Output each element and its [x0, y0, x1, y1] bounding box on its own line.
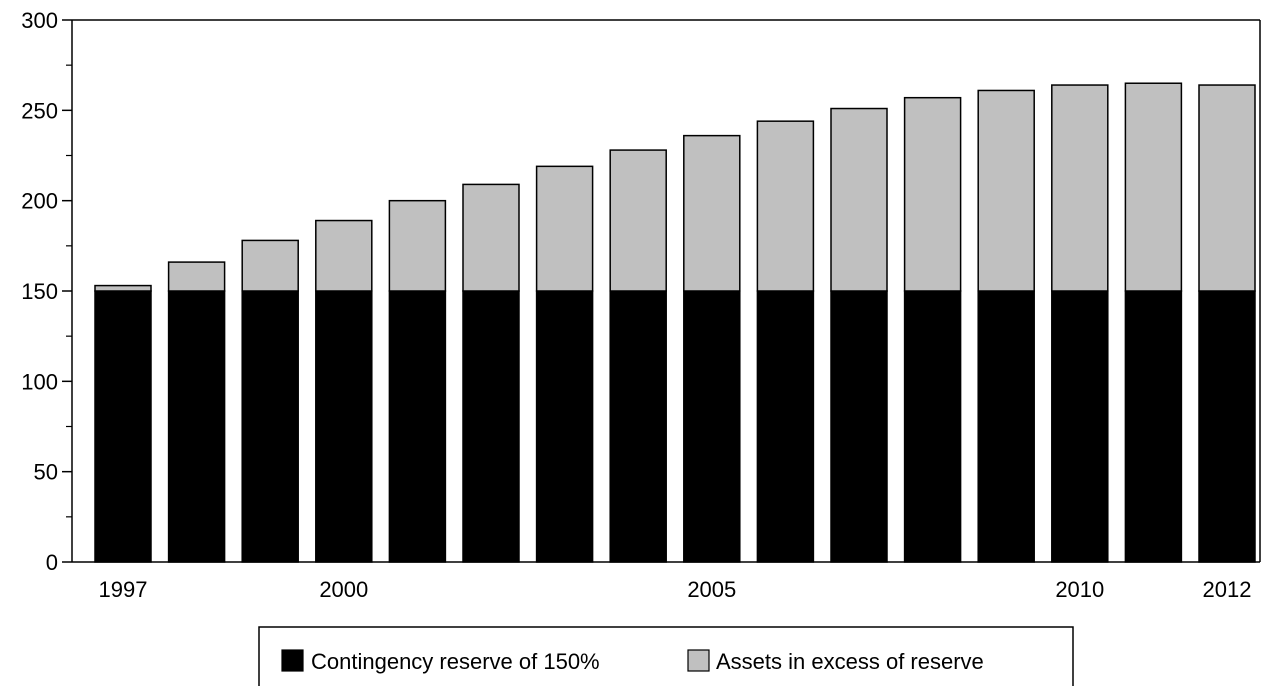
- bar-reserve-2004: [609, 290, 667, 563]
- bar-excess-2006: [756, 120, 815, 292]
- bar-excess-2007: [830, 107, 888, 292]
- bar-excess-1999: [241, 239, 299, 292]
- bar-reserve-2008: [903, 290, 962, 563]
- y-axis: 0 50 100 150 200 250 300: [21, 8, 73, 575]
- x-tick-label: 2000: [319, 577, 368, 602]
- x-tick-label: 2012: [1203, 577, 1252, 602]
- legend-box: [258, 626, 1074, 686]
- bar-excess-2003: [535, 165, 594, 292]
- y-tick-label: 200: [21, 189, 58, 214]
- bar-reserve-2000: [315, 290, 373, 563]
- bar-reserve-1999: [241, 290, 299, 563]
- legend: Contingency reserve of 150% Assets in ex…: [258, 626, 1074, 686]
- bar-excess-2012: [1198, 84, 1256, 292]
- bar-excess-1998: [167, 261, 226, 292]
- bar-reserve-2006: [756, 290, 815, 563]
- plot-frame: [72, 19, 1261, 562]
- bar-reserve-2007: [830, 290, 888, 563]
- bar-reserve-2012: [1198, 290, 1256, 563]
- bar-excess-2005: [683, 134, 741, 292]
- y-tick-label: 250: [21, 98, 58, 123]
- legend-swatch-excess: [687, 649, 710, 672]
- bar-reserve-2011: [1124, 290, 1183, 563]
- bar-reserve-1998: [167, 290, 226, 563]
- y-tick-label: 100: [21, 369, 58, 394]
- bars: [94, 82, 1256, 563]
- x-tick-label: 1997: [99, 577, 148, 602]
- x-tick-label: 2010: [1055, 577, 1104, 602]
- bar-reserve-1997: [94, 290, 152, 563]
- bar-excess-2008: [903, 96, 962, 292]
- bar-excess-2010: [1051, 84, 1109, 292]
- bar-reserve-2003: [535, 290, 594, 563]
- legend-label-excess: Assets in excess of reserve: [716, 649, 984, 674]
- bar-excess-2000: [315, 219, 373, 292]
- x-axis: 1997 2000 2005 2010 2012: [72, 561, 1260, 602]
- y-tick-label: 150: [21, 279, 58, 304]
- legend-label-reserve: Contingency reserve of 150%: [311, 649, 600, 674]
- bar-excess-2009: [977, 89, 1035, 292]
- bar-reserve-2005: [683, 290, 741, 563]
- bar-excess-2004: [609, 149, 667, 292]
- y-tick-label: 0: [46, 550, 58, 575]
- bar-reserve-2001: [388, 290, 447, 563]
- bar-excess-1997: [94, 284, 152, 292]
- bar-reserve-2002: [462, 290, 520, 563]
- x-tick-label: 2005: [687, 577, 736, 602]
- bar-excess-2011: [1124, 82, 1183, 292]
- y-tick-label: 50: [34, 460, 58, 485]
- y-tick-label: 300: [21, 8, 58, 33]
- bar-reserve-2010: [1051, 290, 1109, 563]
- bar-reserve-2009: [977, 290, 1035, 563]
- bar-excess-2001: [388, 199, 447, 292]
- legend-swatch-reserve: [281, 649, 304, 672]
- bar-excess-2002: [462, 183, 520, 292]
